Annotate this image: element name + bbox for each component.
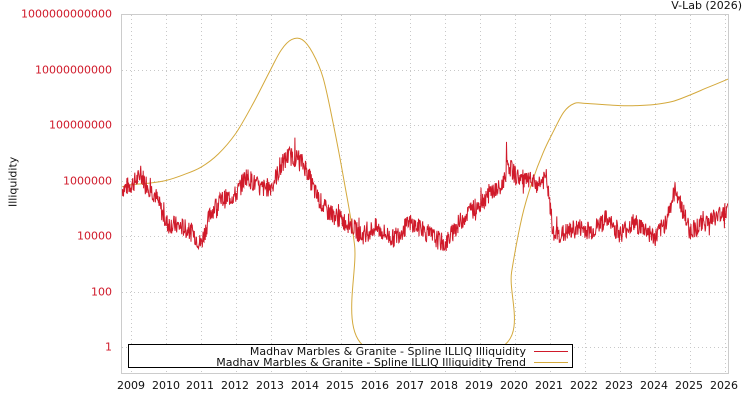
x-tick: 2017: [396, 379, 424, 392]
x-tick: 2016: [361, 379, 389, 392]
legend-swatch-red: [534, 350, 568, 352]
x-tick: 2014: [291, 379, 319, 392]
chart-legend: Madhav Marbles & Granite - Spline ILLIQ …: [128, 344, 573, 369]
y-tick: 100: [91, 285, 112, 299]
x-tick: 2009: [117, 379, 145, 392]
x-tick: 2026: [710, 379, 738, 392]
legend-item-trend: Madhav Marbles & Granite - Spline ILLIQ …: [216, 355, 568, 369]
y-tick: 1: [105, 340, 112, 354]
x-tick: 2013: [256, 379, 284, 392]
x-tick: 2022: [570, 379, 598, 392]
y-tick: 10000000000: [35, 63, 112, 77]
x-tick: 2019: [465, 379, 493, 392]
x-tick: 2011: [186, 379, 214, 392]
x-tick: 2015: [326, 379, 354, 392]
legend-label: Madhav Marbles & Granite - Spline ILLIQ …: [216, 355, 526, 369]
x-tick: 2024: [640, 379, 668, 392]
y-tick: 1000000000000: [21, 7, 112, 21]
gridlines: [122, 14, 728, 373]
plot-frame: [121, 14, 729, 374]
illiquidity-series-line: [122, 137, 728, 252]
x-tick: 2010: [152, 379, 180, 392]
y-tick: 1000000: [63, 174, 112, 188]
legend-swatch-gold: [534, 361, 568, 363]
trend-series-line: [122, 37, 728, 359]
x-tick: 2012: [221, 379, 249, 392]
x-tick: 2023: [605, 379, 633, 392]
y-tick: 100000000: [49, 118, 112, 132]
y-tick: 10000: [77, 229, 112, 243]
x-tick: 2021: [535, 379, 563, 392]
x-tick: 2025: [675, 379, 703, 392]
legend-label: Madhav Marbles & Granite - Spline ILLIQ …: [249, 344, 526, 358]
legend-item-illiquidity: Madhav Marbles & Granite - Spline ILLIQ …: [249, 344, 568, 358]
x-tick: 2020: [500, 379, 528, 392]
vlab-credit: V-Lab (2026): [671, 0, 742, 12]
x-tick: 2018: [430, 379, 458, 392]
